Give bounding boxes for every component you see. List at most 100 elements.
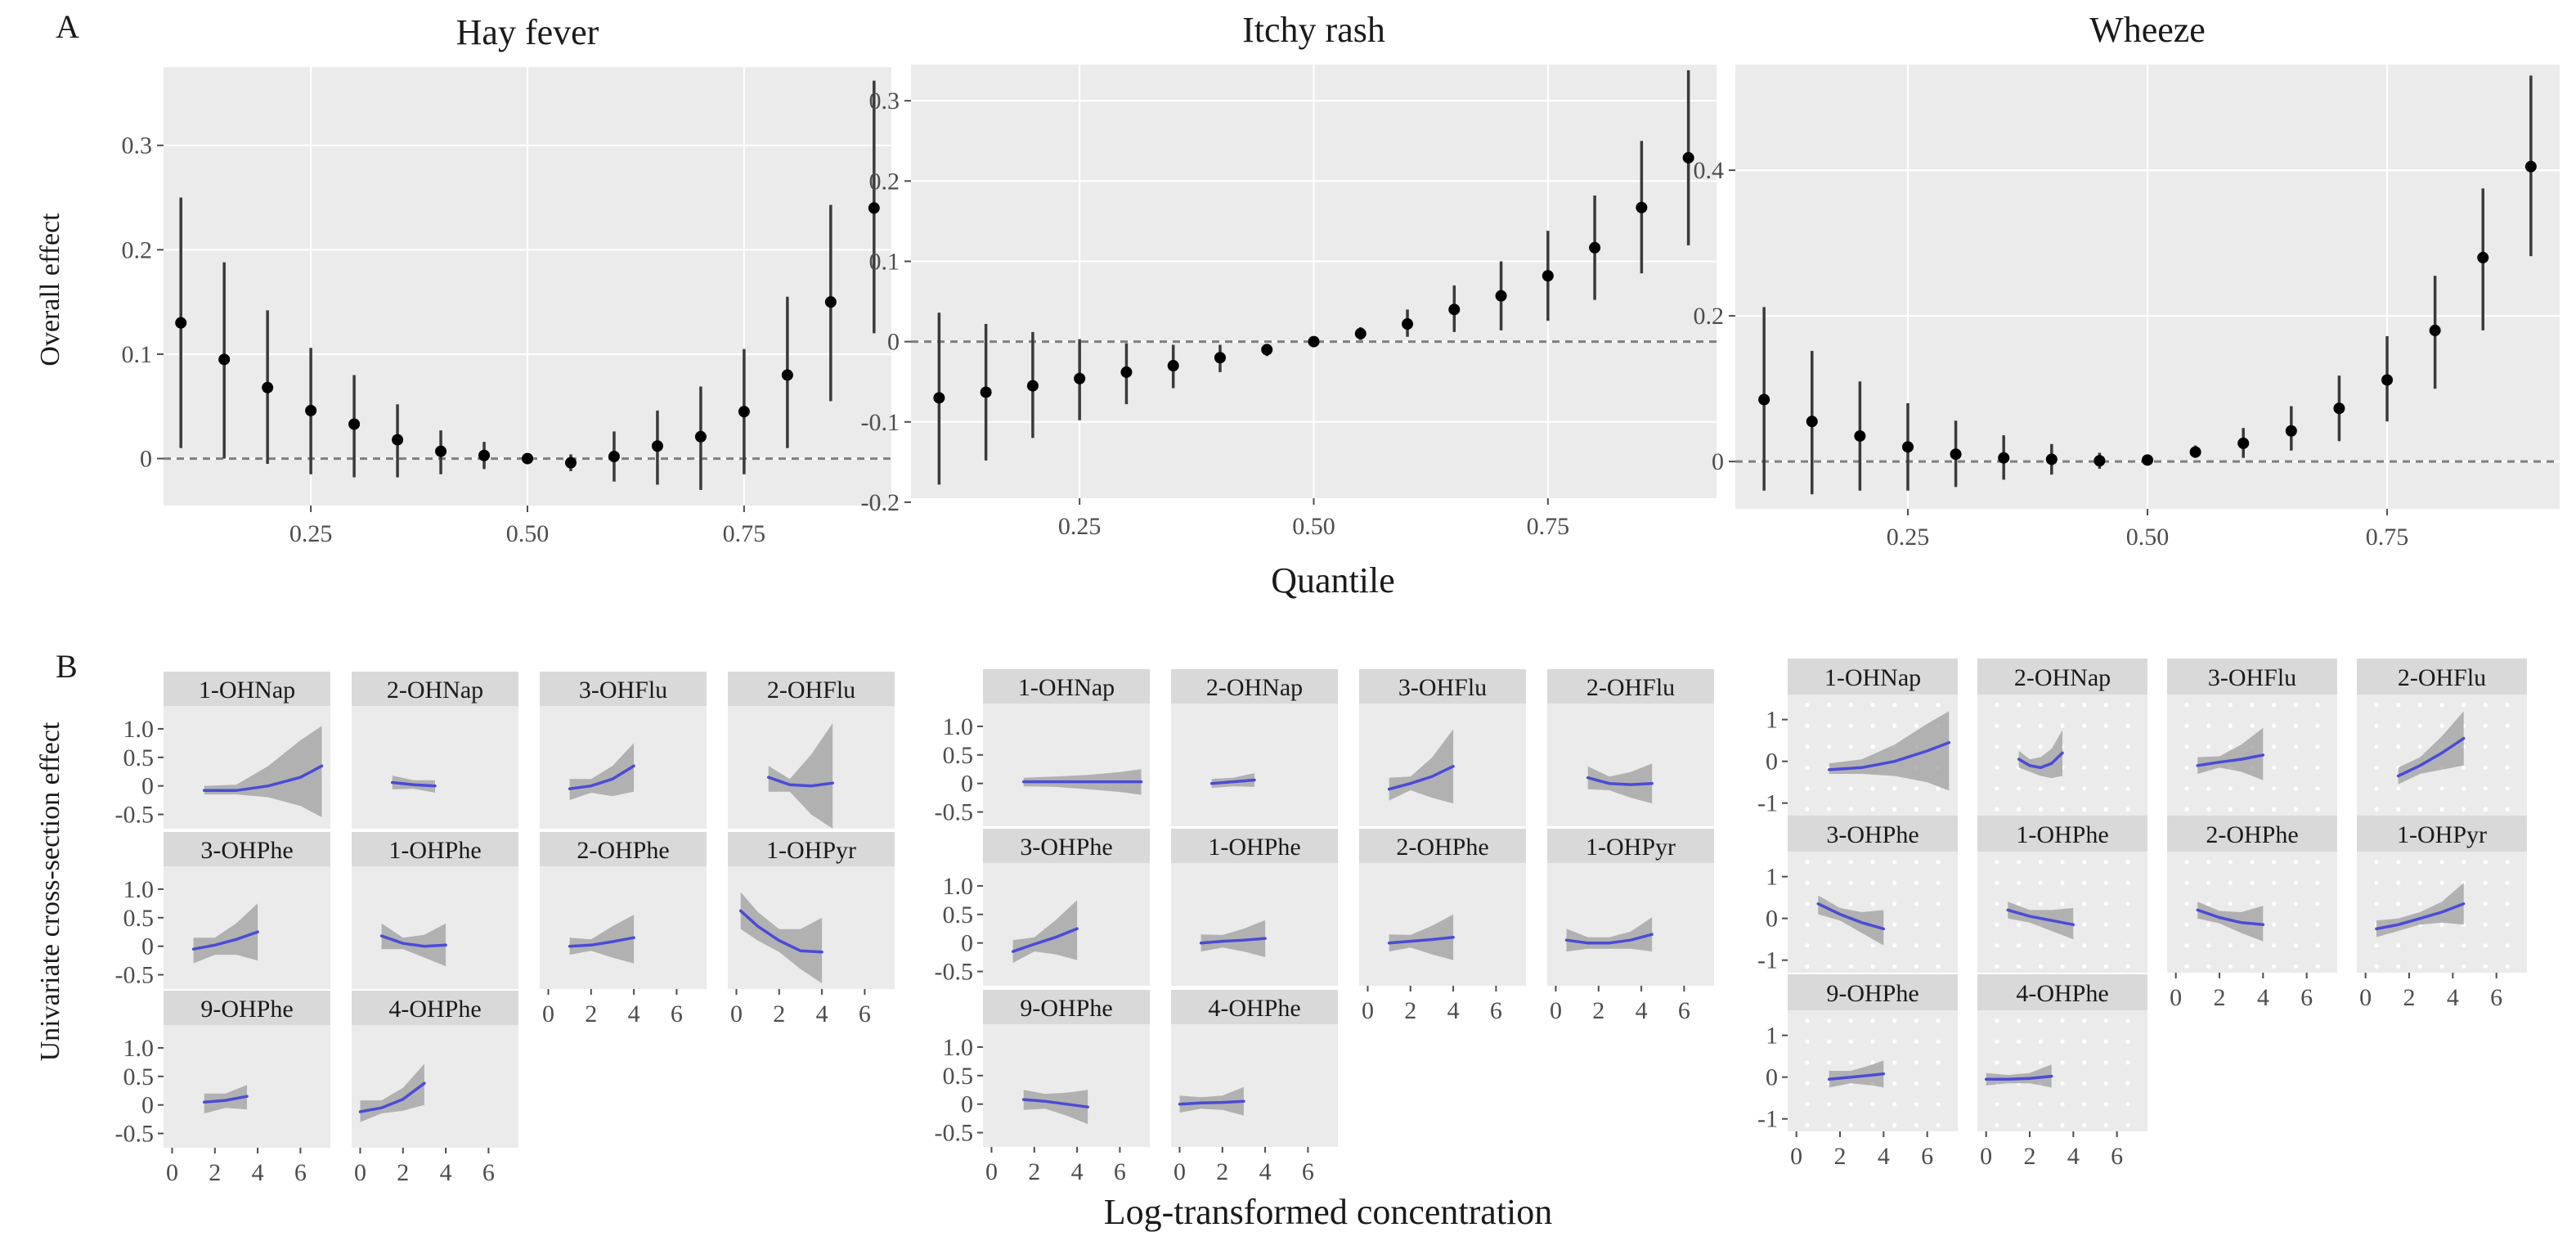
grid-dot <box>2374 765 2379 770</box>
x-tick-label: 4 <box>1447 997 1460 1024</box>
grid-dot <box>2082 1060 2087 1065</box>
estimate-point <box>478 449 491 461</box>
grid-dot <box>2272 786 2277 791</box>
x-tick-label: 4 <box>2067 1143 2080 1170</box>
grid-dot <box>2184 922 2189 927</box>
grid-dot <box>2125 1102 2130 1107</box>
grid-dot <box>1892 1018 1897 1023</box>
estimate-point <box>651 440 663 452</box>
effect-curve <box>1021 1098 1089 1108</box>
x-tick-label: 0.50 <box>1292 513 1335 540</box>
effect-curve <box>1984 1074 2053 1081</box>
grid-dot <box>1870 1122 1875 1127</box>
x-tick-label: 4 <box>252 1159 264 1186</box>
grid-dot <box>1870 902 1875 906</box>
grid-dot <box>2060 964 2065 969</box>
grid-dot <box>2038 703 2043 708</box>
grid-dot <box>2103 765 2108 770</box>
grid-dot <box>2125 943 2130 948</box>
facet-panel: 1-OHNap -0.500.51.0 <box>935 669 1150 826</box>
facet-title: 3-OHPhe <box>1020 834 1112 861</box>
y-tick-label: 0 <box>1712 448 1724 475</box>
grid-dot <box>2505 880 2510 885</box>
grid-dot <box>1805 1081 1810 1086</box>
grid-dot <box>1827 786 1832 791</box>
x-tick-label: 6 <box>1490 997 1502 1024</box>
estimate-point <box>305 404 317 416</box>
grid-dot <box>2396 964 2401 969</box>
grid-dot <box>2038 880 2043 885</box>
grid-dot <box>1870 860 1875 865</box>
facet-title: 2-OHNap <box>387 677 483 704</box>
confidence-band <box>2398 711 2464 785</box>
grid-dot <box>2483 860 2488 865</box>
grid-dot <box>2228 786 2233 791</box>
grid-dot <box>1892 1039 1897 1044</box>
grid-dot <box>1936 1060 1941 1065</box>
estimate-point <box>933 392 945 404</box>
grid-dot <box>1848 880 1853 885</box>
x-tick-label: 6 <box>2111 1143 2123 1170</box>
x-tick-label: 4 <box>1071 1158 1084 1185</box>
facet-strip <box>2357 816 2527 852</box>
effect-curve <box>1827 1072 1886 1081</box>
grid-dot <box>2374 703 2379 708</box>
grid-dot <box>1995 880 1999 885</box>
estimate-point <box>2189 446 2201 458</box>
grid-dot <box>2082 1122 2087 1127</box>
x-tick-label: 0.25 <box>1887 524 1930 551</box>
grid-dot <box>2103 744 2108 749</box>
grid-dot <box>1870 1102 1875 1107</box>
grid-dot <box>1995 1039 1999 1044</box>
y-tick-label: 0 <box>961 930 973 957</box>
grid-dot <box>2184 902 2189 906</box>
x-tick-label: 6 <box>482 1159 495 1186</box>
grid-dot <box>2103 1060 2108 1065</box>
grid-dot <box>2505 964 2510 969</box>
grid-dot <box>1914 964 1919 969</box>
grid-dot <box>2417 964 2422 969</box>
grid-dot <box>1914 703 1919 708</box>
grid-dot <box>2017 786 2022 791</box>
grid-dot <box>1995 807 1999 812</box>
x-tick-label: 4 <box>440 1159 452 1186</box>
grid-dot <box>1805 902 1810 906</box>
grid-dot <box>1892 943 1897 948</box>
grid-dot <box>2462 964 2466 969</box>
estimate-point <box>1214 352 1226 364</box>
facet-panel: 1-OHNap -0.500.51.0 <box>115 672 330 829</box>
estimate-point <box>1950 448 1962 461</box>
grid-dot <box>1914 860 1919 865</box>
estimate-point <box>1261 344 1273 356</box>
facet-title: 4-OHPhe <box>388 996 481 1023</box>
grid-dot <box>2293 902 2298 906</box>
facet-strip <box>540 832 707 866</box>
grid-dot <box>2206 703 2211 708</box>
grid-dot <box>1848 964 1853 969</box>
grid-dot <box>2206 860 2211 865</box>
grid-dot <box>1827 1060 1832 1065</box>
estimate-point <box>1854 429 1866 442</box>
facet-panel: 1-OHNap -1 0 1 <box>1757 659 1958 817</box>
grid-dot <box>2250 964 2255 969</box>
grid-dot <box>2125 807 2130 812</box>
y-tick-label: -0.1 <box>861 409 900 436</box>
grid-dot <box>1995 744 1999 749</box>
facet-panel: 3-OHFlu <box>1359 669 1526 826</box>
grid-dot <box>2184 943 2189 948</box>
grid-dot <box>1805 880 1810 885</box>
estimate-point <box>2524 160 2537 173</box>
grid-dot <box>2315 922 2320 927</box>
grid-dot <box>1805 1060 1810 1065</box>
panel-title: Itchy rash <box>1242 10 1385 50</box>
facet-panel: 1-OHPhe <box>1977 816 2147 973</box>
grid-dot <box>1805 1039 1810 1044</box>
facet-background <box>352 866 518 989</box>
grid-dot <box>1914 807 1919 812</box>
x-tick-label: 6 <box>1114 1158 1126 1185</box>
grid-dot <box>2439 964 2444 969</box>
x-tick-label: 2 <box>2403 984 2416 1011</box>
y-tick-label: 0 <box>961 771 973 798</box>
x-tick-label: 0 <box>730 1000 743 1027</box>
